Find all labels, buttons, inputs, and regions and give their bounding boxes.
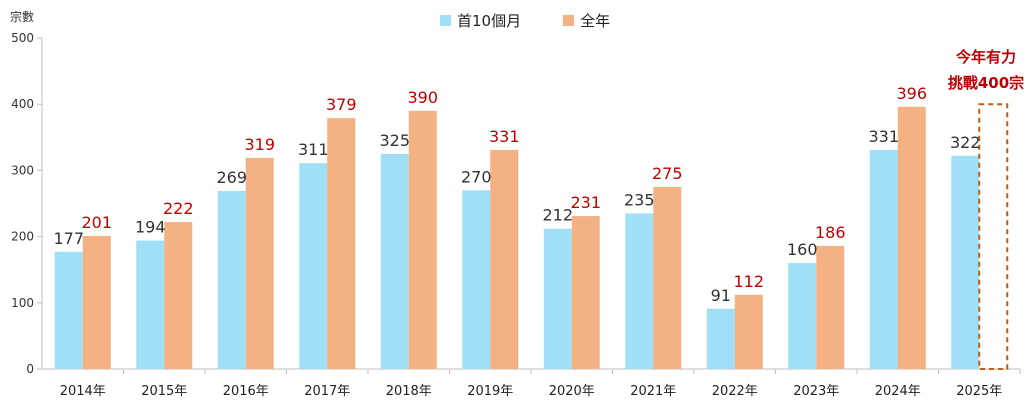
- legend-swatch-first10: [440, 15, 451, 26]
- bar-first10: [217, 190, 246, 369]
- bar-fullyear: [82, 235, 111, 369]
- legend-item-first10: 首10個月: [440, 10, 521, 31]
- legend-label-fullyear: 全年: [580, 12, 611, 30]
- y-tick-label: 100: [11, 296, 34, 310]
- x-tick-label: 2016年: [223, 384, 269, 399]
- x-tick-label: 2020年: [549, 384, 595, 399]
- x-tick-label: 2025年: [956, 384, 1002, 399]
- bar-fullyear: [490, 149, 519, 369]
- target-annotation: 今年有力 挑戰400宗: [941, 44, 1031, 96]
- data-label-fullyear: 201: [81, 213, 112, 232]
- bar-first10: [462, 190, 491, 369]
- y-tick-label: 400: [11, 97, 34, 111]
- bar-first10: [136, 240, 165, 369]
- data-label-first10: 177: [53, 229, 84, 248]
- x-tick-label: 2017年: [304, 384, 350, 399]
- data-label-fullyear: 331: [489, 127, 520, 146]
- bar-first10: [869, 149, 898, 369]
- x-tick-label: 2022年: [712, 384, 758, 399]
- legend-swatch-fullyear: [563, 15, 575, 26]
- axes: 0 100 200 300 400 500 2014年 2015年 2016年 2017年 2018…: [11, 31, 1021, 399]
- data-label-fullyear: 222: [163, 199, 194, 218]
- bar-fullyear: [653, 186, 682, 369]
- legend: 首10個月 全年: [440, 10, 610, 31]
- data-label-fullyear: 186: [815, 223, 846, 242]
- bar-first10: [788, 263, 817, 369]
- bar-fullyear: [327, 118, 356, 370]
- x-tick-label: 2021年: [630, 384, 676, 399]
- bar-first10: [543, 228, 572, 369]
- data-label-first10: 311: [298, 140, 329, 159]
- data-label-first10: 269: [216, 168, 247, 187]
- bar-fullyear: [408, 110, 437, 369]
- x-tick-label: 2018年: [386, 384, 432, 399]
- x-tick-label: 2014年: [60, 384, 106, 399]
- bar-fullyear: [164, 222, 193, 369]
- data-label-fullyear: 379: [326, 95, 357, 114]
- bar-fullyear: [816, 245, 845, 369]
- data-label-first10: 160: [787, 240, 818, 259]
- y-axis-unit: 宗數: [10, 10, 35, 24]
- data-label-first10: 91: [711, 286, 731, 305]
- data-label-first10: 235: [624, 190, 655, 209]
- data-label-first10: 331: [868, 127, 899, 146]
- legend-item-fullyear: 全年: [563, 10, 610, 31]
- bar-first10: [951, 155, 980, 369]
- data-label-fullyear: 319: [244, 135, 275, 154]
- bars: [54, 103, 1009, 370]
- data-label-first10: 325: [379, 131, 410, 150]
- annotation-line-2: 挑戰400宗: [947, 74, 1025, 92]
- data-label-first10: 270: [461, 167, 492, 186]
- x-tick-label: 2023年: [793, 384, 839, 399]
- bar-first10: [54, 251, 83, 369]
- bar-fullyear: [897, 106, 926, 370]
- data-label-fullyear: 275: [652, 164, 683, 183]
- bar-first10: [299, 163, 328, 369]
- data-label-fullyear: 112: [733, 272, 764, 291]
- bar-fullyear: [734, 294, 763, 369]
- bar-fullyear: [571, 216, 600, 369]
- y-tick-label: 300: [11, 163, 34, 177]
- y-tick-label: 200: [11, 230, 34, 244]
- target-bar-dashed: [978, 103, 1009, 370]
- y-tick-label: 500: [11, 31, 34, 45]
- y-tick-label: 0: [26, 362, 34, 376]
- bar-fullyear: [245, 157, 274, 369]
- bar-first10: [625, 213, 654, 369]
- data-label-fullyear: 396: [896, 84, 927, 103]
- bar-first10: [380, 153, 409, 369]
- x-tick-label: 2024年: [875, 384, 921, 399]
- bar-first10: [706, 308, 735, 369]
- data-label-fullyear: 231: [570, 193, 601, 212]
- data-label-first10: 194: [135, 218, 166, 237]
- data-label-fullyear: 390: [407, 88, 438, 107]
- x-tick-label: 2019年: [467, 384, 513, 399]
- annotation-line-1: 今年有力: [955, 48, 1016, 66]
- data-label-first10: 212: [542, 206, 573, 225]
- x-tick-label: 2015年: [141, 384, 187, 399]
- data-label-first10: 322: [950, 133, 981, 152]
- legend-label-first10: 首10個月: [457, 12, 522, 30]
